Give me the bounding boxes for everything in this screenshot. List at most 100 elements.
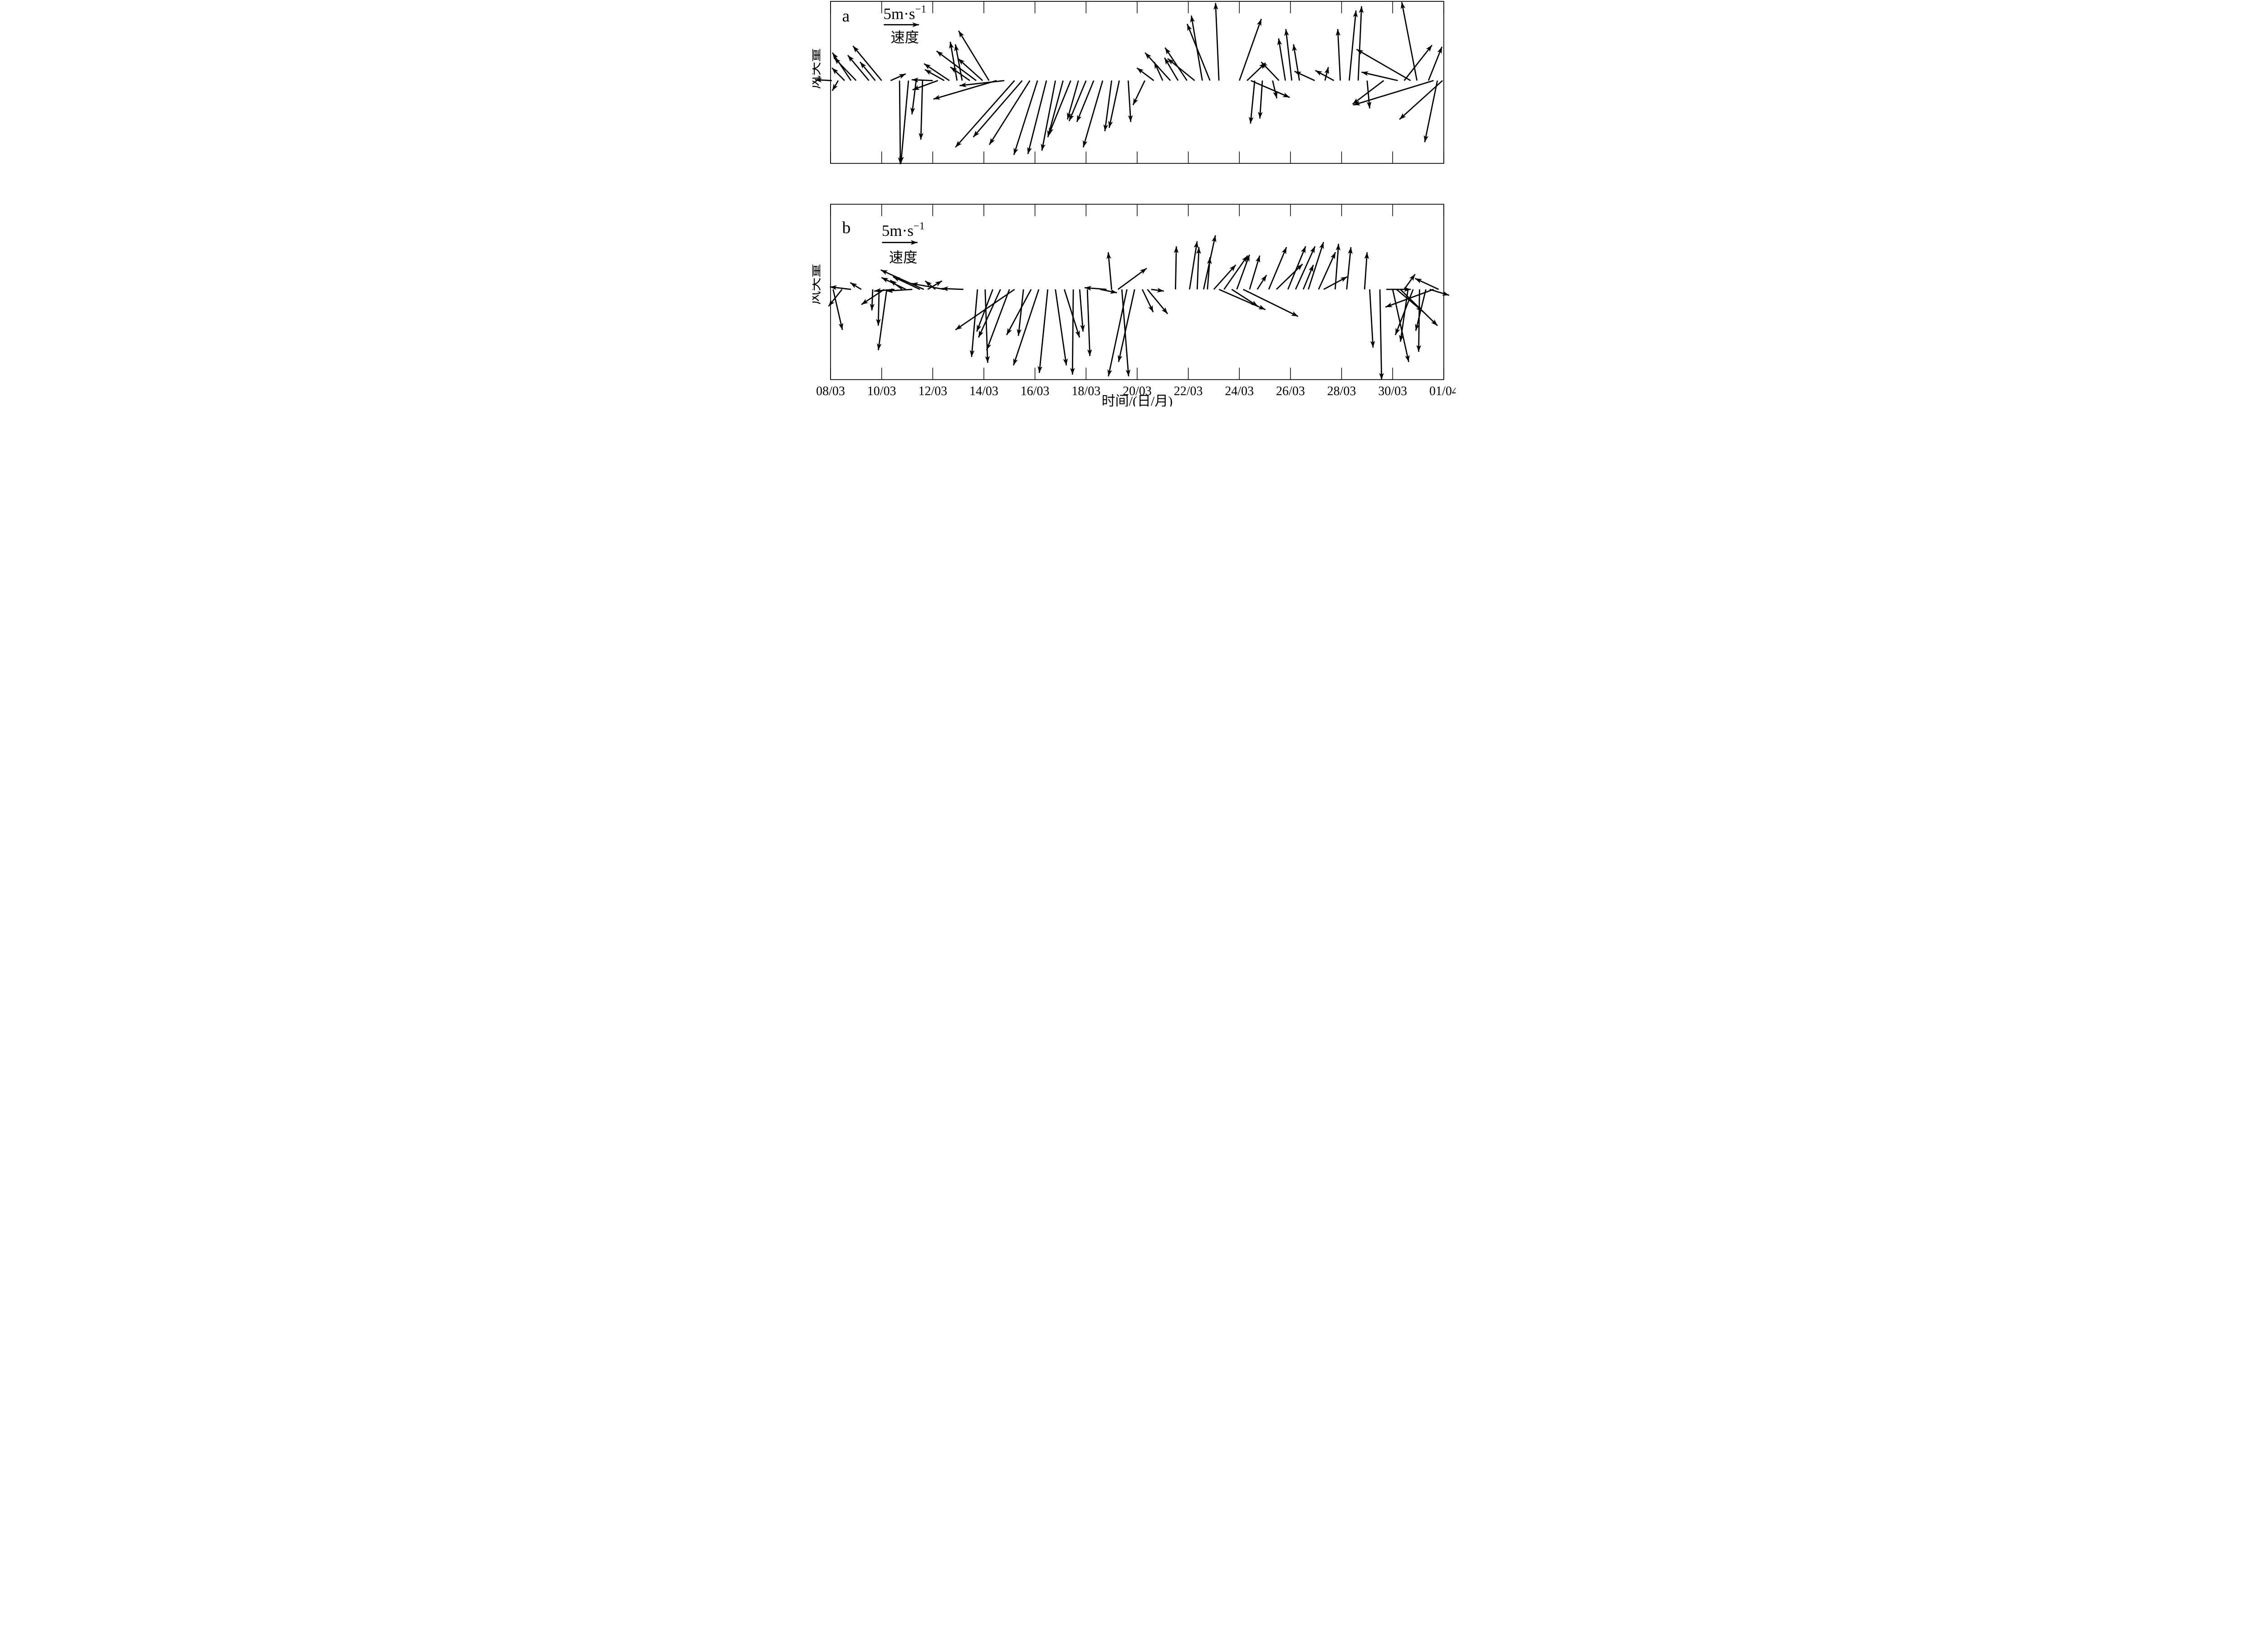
wind-vector [1427, 46, 1443, 81]
wind-vector [1357, 6, 1364, 81]
wind-vector [1258, 80, 1263, 119]
wind-vector [1292, 44, 1300, 81]
wind-vector [1147, 289, 1168, 314]
x-tick-label: 24/03 [1225, 384, 1254, 398]
wind-vector [881, 277, 906, 290]
x-tick-label: 18/03 [1071, 384, 1100, 398]
x-tick-label: 20/03 [1123, 384, 1152, 398]
wind-vector [1017, 289, 1024, 336]
wind-vector [1055, 289, 1068, 366]
wind-vector [1416, 289, 1422, 352]
wind-vector [919, 80, 924, 140]
wind-vector [1272, 80, 1278, 98]
wind-vector [1207, 257, 1212, 289]
wind-vector [828, 289, 843, 307]
wind-vector [1041, 80, 1056, 151]
wind-vector [1064, 289, 1080, 338]
wind-vector [1399, 289, 1409, 342]
x-tick-label: 30/03 [1378, 384, 1407, 398]
wind-vector [877, 289, 888, 351]
wind-vector [1076, 80, 1095, 122]
x-tick-label: 10/03 [867, 384, 896, 398]
wind-vector [959, 80, 1005, 88]
wind-vector [1012, 289, 1040, 366]
wind-vector [1117, 268, 1147, 290]
wind-vector [899, 80, 909, 164]
wind-vector [1256, 274, 1267, 290]
wind-vector [852, 45, 882, 81]
wind-vector [870, 289, 875, 311]
wind-vector [911, 282, 944, 290]
y-axis-label-a: 风矢量 [812, 48, 823, 89]
wind-vector [1385, 289, 1434, 308]
wind-vector [927, 280, 943, 290]
wind-vector [924, 63, 950, 81]
wind-vector [1400, 2, 1418, 81]
wind-vector [1027, 80, 1047, 154]
panel-b: b 风矢量 5m·s−1 速度 [812, 204, 1450, 380]
wind-vector [893, 276, 920, 290]
wind-vector [830, 285, 851, 290]
wind-vector [1379, 289, 1384, 380]
wind-vector [1394, 289, 1414, 335]
wind-vector [984, 289, 990, 363]
wind-vector [955, 289, 1015, 331]
wind-vector [1356, 49, 1411, 81]
wind-vector [973, 80, 1023, 138]
wind-vector [1103, 80, 1113, 132]
wind-vector [1173, 246, 1179, 289]
wind-vector [1429, 289, 1450, 296]
legend-speed-label-b: 5m·s−1 [882, 220, 924, 240]
wind-vector [886, 288, 913, 293]
wind-vector [850, 282, 862, 290]
wind-vector [847, 54, 870, 81]
x-tick-label: 28/03 [1327, 384, 1356, 398]
wind-vector [1213, 264, 1237, 290]
wind-vector [1277, 38, 1286, 81]
wind-vector [1006, 289, 1032, 335]
wind-vector [1315, 70, 1334, 81]
wind-vector [1268, 247, 1287, 290]
wind-vector [1415, 289, 1427, 331]
wind-vector [1349, 10, 1358, 81]
wind-vector [1295, 246, 1316, 290]
wind-vector [958, 58, 983, 81]
wind-vector [936, 50, 977, 81]
wind-vector [1346, 247, 1353, 289]
wind-vector [978, 289, 1001, 338]
wind-vector [911, 78, 933, 83]
wind-vector [1142, 289, 1154, 313]
wind-vector [1399, 80, 1443, 120]
legend-speed-label-a: 5m·s−1 [883, 3, 926, 23]
wind-vector [1196, 247, 1201, 289]
wind-vector [1117, 289, 1135, 362]
wind-vector [1082, 80, 1104, 147]
wind-vector [1287, 246, 1306, 290]
wind-vector [1213, 3, 1220, 81]
wind-vector [933, 80, 997, 100]
wind-vector [1369, 289, 1375, 348]
wind-vector [924, 69, 945, 81]
wind-vector [815, 78, 832, 83]
wind-vector [949, 41, 958, 81]
wind-vector [1334, 244, 1341, 289]
wind-vector [831, 80, 839, 91]
wind-vector [832, 289, 843, 330]
wind-vector [1164, 57, 1179, 81]
wind-vector [1246, 62, 1266, 81]
wind-vector [1167, 58, 1195, 81]
wind-vector [1364, 252, 1369, 289]
panel-label-a: a [842, 7, 850, 26]
wind-vector [986, 289, 1010, 351]
wind-vector [1308, 242, 1325, 290]
wind-vector [988, 80, 1031, 145]
wind-vector [1423, 80, 1438, 142]
wind-vector [1106, 252, 1113, 289]
wind-vector [1352, 80, 1384, 105]
wind-vector [832, 52, 852, 81]
wind-vector [1037, 289, 1049, 373]
wind-vector [1231, 289, 1258, 307]
wind-vector [1302, 264, 1314, 290]
wind-vector [1239, 19, 1262, 81]
wind-vector [831, 67, 845, 81]
